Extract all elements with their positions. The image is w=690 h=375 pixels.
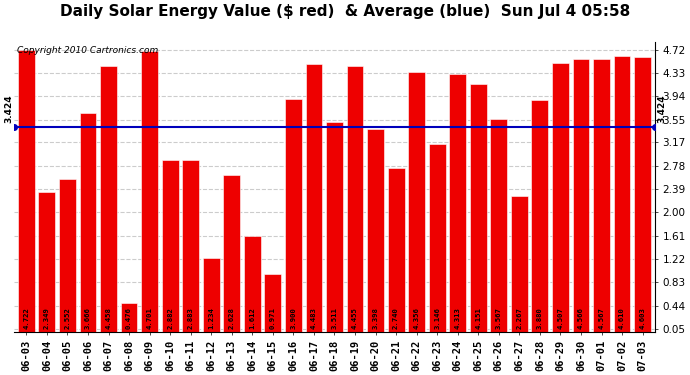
Bar bbox=[141, 51, 158, 332]
Text: 2.349: 2.349 bbox=[44, 307, 50, 329]
Text: 3.880: 3.880 bbox=[537, 307, 543, 329]
Text: 3.146: 3.146 bbox=[434, 307, 440, 329]
Bar bbox=[326, 122, 343, 332]
Text: 2.740: 2.740 bbox=[393, 307, 399, 329]
Text: 2.882: 2.882 bbox=[167, 307, 173, 329]
Text: 4.356: 4.356 bbox=[413, 307, 420, 329]
Text: 1.612: 1.612 bbox=[249, 307, 255, 329]
Bar bbox=[203, 258, 219, 332]
Text: 4.483: 4.483 bbox=[311, 307, 317, 329]
Bar bbox=[79, 113, 97, 332]
Bar bbox=[449, 74, 466, 332]
Bar bbox=[182, 160, 199, 332]
Bar bbox=[121, 303, 137, 332]
Text: 4.722: 4.722 bbox=[23, 307, 30, 329]
Bar bbox=[573, 59, 589, 332]
Text: 3.567: 3.567 bbox=[496, 307, 502, 329]
Text: 3.424: 3.424 bbox=[4, 94, 13, 123]
Text: Daily Solar Energy Value ($ red)  & Average (blue)  Sun Jul 4 05:58: Daily Solar Energy Value ($ red) & Avera… bbox=[60, 4, 630, 19]
Bar bbox=[408, 72, 425, 332]
Bar bbox=[634, 57, 651, 332]
Bar bbox=[306, 64, 322, 332]
Text: 4.567: 4.567 bbox=[598, 307, 604, 329]
Bar bbox=[244, 236, 261, 332]
Text: 0.971: 0.971 bbox=[270, 307, 276, 329]
Text: 4.151: 4.151 bbox=[475, 307, 482, 329]
Bar bbox=[59, 179, 76, 332]
Text: 2.552: 2.552 bbox=[64, 307, 70, 329]
Bar bbox=[491, 119, 507, 332]
Text: 4.701: 4.701 bbox=[146, 307, 152, 329]
Text: 3.424: 3.424 bbox=[657, 94, 666, 123]
Bar bbox=[470, 84, 486, 332]
Text: 4.455: 4.455 bbox=[352, 307, 358, 329]
Bar bbox=[18, 50, 34, 332]
Bar bbox=[531, 100, 549, 332]
Bar bbox=[161, 160, 179, 332]
Bar bbox=[593, 59, 610, 332]
Text: 0.476: 0.476 bbox=[126, 307, 132, 329]
Text: 3.900: 3.900 bbox=[290, 307, 297, 329]
Text: 2.628: 2.628 bbox=[229, 307, 235, 329]
Bar bbox=[367, 129, 384, 332]
Bar bbox=[388, 168, 404, 332]
Text: 4.610: 4.610 bbox=[619, 307, 625, 329]
Text: 4.313: 4.313 bbox=[455, 307, 461, 329]
Text: 1.234: 1.234 bbox=[208, 307, 214, 329]
Text: 3.511: 3.511 bbox=[331, 307, 337, 329]
Text: 3.666: 3.666 bbox=[85, 307, 91, 329]
Text: 4.566: 4.566 bbox=[578, 307, 584, 329]
Bar bbox=[552, 63, 569, 332]
Bar bbox=[264, 274, 282, 332]
Text: 2.883: 2.883 bbox=[188, 307, 194, 329]
Bar bbox=[224, 175, 240, 332]
Bar bbox=[346, 66, 364, 332]
Bar bbox=[511, 196, 528, 332]
Text: 4.458: 4.458 bbox=[106, 307, 112, 329]
Bar bbox=[285, 99, 302, 332]
Bar bbox=[100, 66, 117, 332]
Text: 4.507: 4.507 bbox=[558, 307, 564, 329]
Text: 4.603: 4.603 bbox=[640, 307, 646, 329]
Bar bbox=[39, 192, 55, 332]
Bar bbox=[428, 144, 446, 332]
Text: Copyright 2010 Cartronics.com: Copyright 2010 Cartronics.com bbox=[17, 46, 159, 56]
Bar bbox=[613, 56, 631, 332]
Text: 2.267: 2.267 bbox=[516, 307, 522, 329]
Text: 3.398: 3.398 bbox=[373, 307, 379, 329]
